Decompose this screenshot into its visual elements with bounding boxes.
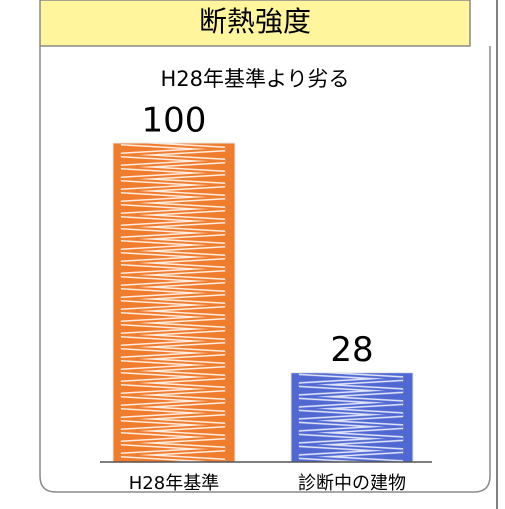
value-label: 100 — [142, 101, 207, 141]
title-box — [39, 0, 471, 47]
x-tick-label: H28年基準 — [129, 473, 219, 494]
chart-subtitle: H28年基準より劣る — [160, 67, 349, 91]
x-tick-label: 診断中の建物 — [298, 473, 406, 494]
panel — [39, 46, 491, 493]
bars: 100 H28年基準 28 診断中の建物 — [112, 101, 414, 494]
value-label: 28 — [330, 330, 373, 370]
bar-pattern — [290, 372, 414, 463]
bar-pattern — [112, 142, 236, 463]
chart-title: 断熱強度 — [199, 5, 311, 38]
